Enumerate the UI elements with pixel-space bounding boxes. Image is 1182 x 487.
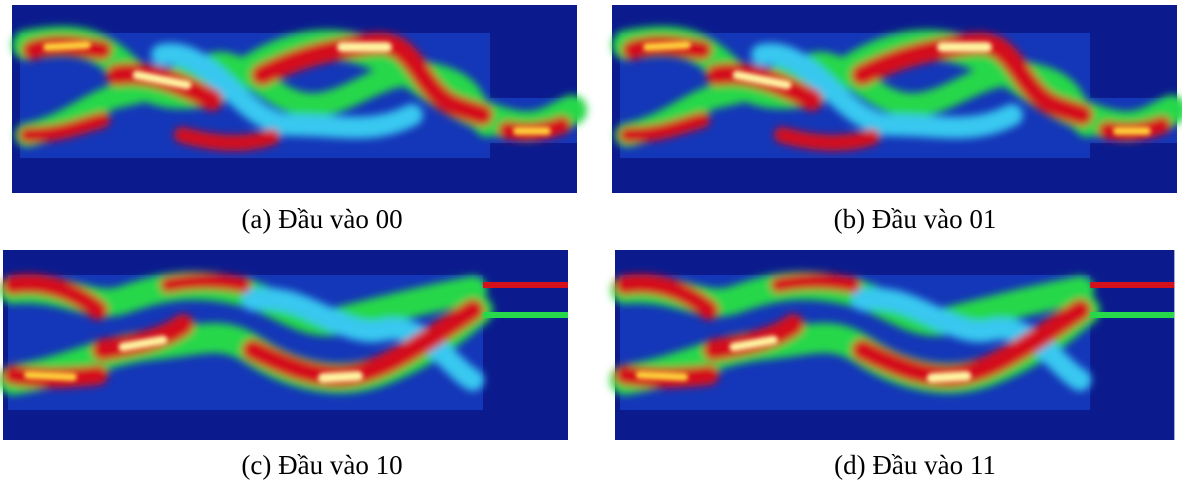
field-image-d <box>615 250 1174 440</box>
field-image-c <box>3 250 568 440</box>
field-image-a <box>12 5 577 193</box>
figure: (a) Đầu vào 00 (b) Đầu vào 01 (c) Đầu và… <box>0 0 1182 487</box>
caption: (a) Đầu vào 00 <box>122 204 522 235</box>
field-images <box>0 0 1182 487</box>
caption: (d) Đầu vào 11 <box>715 450 1115 481</box>
caption: (c) Đầu vào 10 <box>122 450 522 481</box>
field-image-b <box>612 5 1177 193</box>
caption: (b) Đầu vào 01 <box>715 204 1115 235</box>
